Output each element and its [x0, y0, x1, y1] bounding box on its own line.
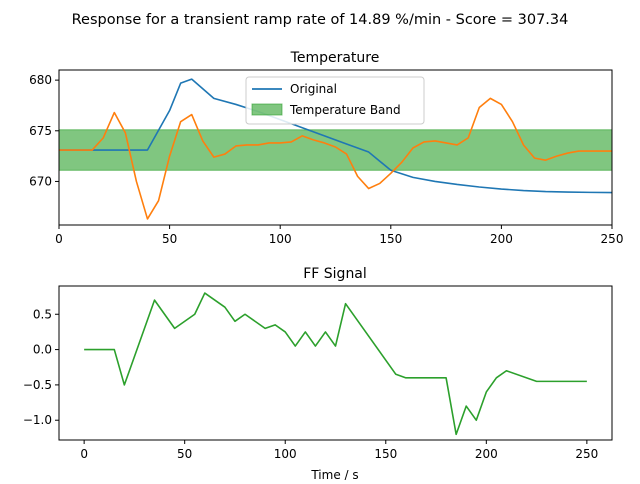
y-tick-label: −1.0	[23, 413, 52, 427]
ff-signal-y-ticks: 0.5 0.0 −0.5 −1.0	[23, 307, 59, 427]
ff-signal-x-ticks: 0 50 100 150 200 250	[80, 440, 598, 461]
x-tick-label: 150	[374, 447, 397, 461]
x-tick-label: 200	[490, 232, 513, 246]
x-tick-label: 100	[269, 232, 292, 246]
y-tick-label: −0.5	[23, 378, 52, 392]
x-tick-label: 150	[379, 232, 402, 246]
ff-signal-x-axis-label: Time / s	[310, 468, 358, 480]
temperature-x-ticks: 0 50 100 150 200 250	[55, 225, 623, 246]
y-tick-label: 670	[29, 174, 52, 188]
x-tick-label: 250	[575, 447, 598, 461]
temperature-lines-layer	[59, 78, 613, 220]
series-line-1-0	[84, 292, 587, 436]
y-tick-label: 0.5	[33, 307, 52, 321]
series-line-0-0	[59, 78, 613, 194]
series-line-0-1	[59, 97, 612, 220]
legend-swatch-band	[251, 103, 283, 116]
temperature-plot-frame	[58, 69, 613, 226]
ff-signal-plot-frame	[58, 285, 613, 441]
figure-suptitle: Response for a transient ramp rate of 14…	[72, 12, 569, 28]
x-tick-label: 0	[80, 447, 88, 461]
ff-signal-lines-layer	[84, 292, 587, 436]
temperature-y-ticks: 670 675 680	[29, 73, 59, 188]
ff-signal-chart-title: FF Signal	[303, 266, 367, 282]
legend-label-band: Temperature Band	[289, 103, 401, 117]
x-tick-label: 100	[274, 447, 297, 461]
legend: Original Temperature Band	[245, 76, 425, 125]
temperature-chart: Temperature 0 50 100 150 200 250 670 675 680 Or…	[29, 50, 623, 246]
x-tick-label: 200	[475, 447, 498, 461]
y-tick-label: 675	[29, 124, 52, 138]
y-tick-label: 0.0	[33, 343, 52, 357]
ff-signal-chart: FF Signal 0 50 100 150 200 250 0.5 0.0 −0.5 −1.0…	[23, 266, 613, 482]
y-tick-label: 680	[29, 73, 52, 87]
x-tick-label: 50	[177, 447, 192, 461]
x-tick-label: 250	[601, 232, 624, 246]
temperature-chart-title: Temperature	[290, 50, 380, 66]
legend-label-original: Original	[290, 82, 337, 96]
legend-box	[245, 76, 425, 125]
x-tick-label: 0	[55, 232, 63, 246]
x-tick-label: 50	[162, 232, 177, 246]
